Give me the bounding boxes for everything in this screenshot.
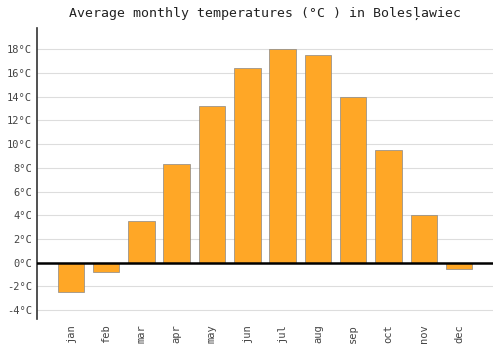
Bar	[93, 262, 120, 272]
Bar	[164, 164, 190, 262]
Bar	[234, 68, 260, 262]
Title: Average monthly temperatures (°C ) in Bolesļawiec: Average monthly temperatures (°C ) in Bo…	[69, 7, 461, 20]
Bar	[58, 262, 84, 292]
Bar	[270, 49, 296, 262]
Bar	[410, 215, 437, 262]
Bar	[128, 221, 154, 262]
Bar	[340, 97, 366, 262]
Bar	[446, 262, 472, 268]
Bar	[198, 106, 225, 262]
Bar	[375, 150, 402, 262]
Bar	[304, 55, 331, 262]
